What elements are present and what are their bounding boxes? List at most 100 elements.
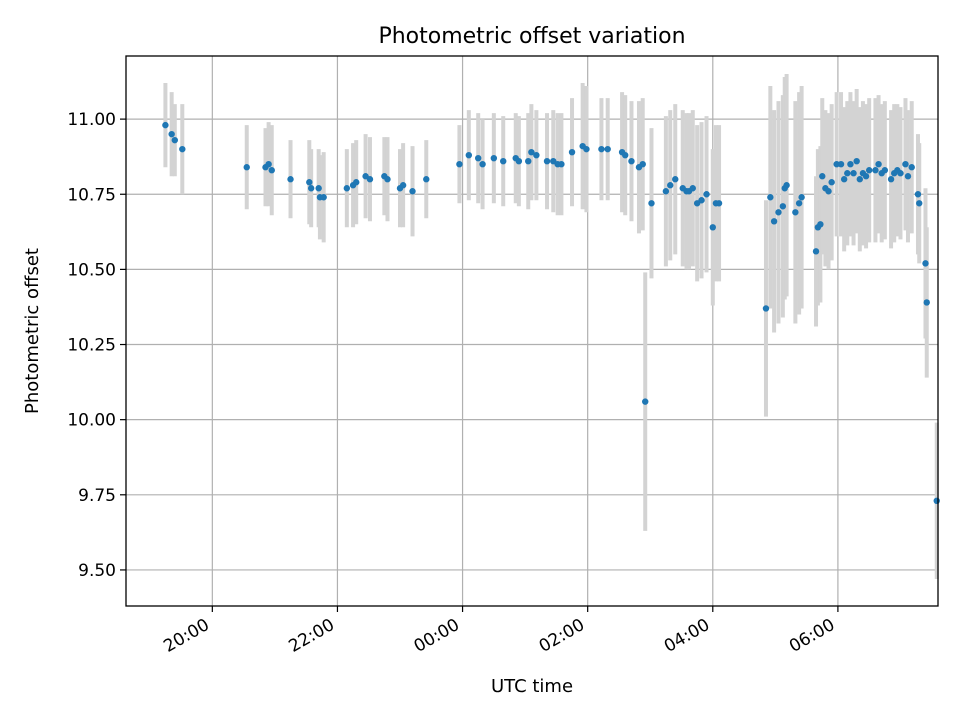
data-point [847,160,854,168]
data-point [672,176,679,183]
data-point [366,176,374,183]
data-point [904,173,912,180]
data-point [902,160,909,168]
data-point [762,305,770,312]
data-point [179,145,186,153]
data-point [558,160,565,168]
data-point [689,185,696,192]
data-point [353,179,360,186]
data-point [844,170,851,177]
data-point [490,154,498,162]
data-point [243,164,250,171]
data-point [642,398,649,405]
data-point [500,157,507,165]
data-point [828,179,835,186]
data-point [604,145,611,153]
data-point [933,497,940,505]
y-tick-label: 10.50 [67,260,116,280]
data-point [837,160,845,168]
x-axis-label: UTC time [491,676,573,697]
data-point [715,200,723,207]
data-point [525,157,532,165]
y-tick-label: 9.50 [78,561,116,581]
data-point [862,173,870,180]
data-point [840,176,848,183]
data-point [779,203,787,210]
data-point [850,170,857,177]
data-point [667,182,674,189]
data-point [798,194,805,201]
data-point [162,121,169,129]
data-point [479,160,486,168]
data-point [872,167,879,174]
chart-title: Photometric offset variation [378,24,685,49]
y-tick-label: 9.75 [78,486,116,506]
data-point [775,209,782,216]
data-point [819,173,826,180]
data-point [853,157,860,165]
data-point [287,176,294,183]
data-point [315,185,322,192]
data-point [825,188,832,195]
plot-frame [125,55,939,607]
data-point [320,194,327,201]
data-point [622,151,629,159]
data-point [897,170,904,177]
data-point [543,157,551,165]
data-point [865,167,873,174]
data-point [409,188,416,195]
data-point [307,185,315,192]
data-point [767,194,774,201]
data-point [792,209,799,216]
data-point [916,200,923,207]
data-point [384,176,391,183]
data-point [856,176,864,183]
data-point [881,167,889,174]
data-point [783,182,790,189]
data-point [465,151,473,159]
data-point [662,188,670,195]
data-point [475,154,482,162]
y-tick-label: 10.75 [67,185,116,205]
data-point [171,136,178,144]
data-point [812,248,820,255]
data-point [343,185,351,192]
data-point [168,130,175,138]
data-point [598,145,605,153]
data-point [399,182,407,189]
data-point [922,260,929,267]
data-point [306,179,313,186]
data-point [515,157,523,165]
data-point [268,167,275,174]
y-axis-label: Photometric offset [22,248,43,414]
data-point [265,160,272,168]
data-point [875,160,882,168]
data-point [795,200,803,207]
data-point [770,218,778,225]
data-point [887,176,895,183]
data-point [423,176,430,183]
data-point [908,164,915,171]
data-point [698,197,705,204]
data-point [709,224,716,231]
data-point [583,145,590,153]
data-point [639,160,646,168]
data-point [817,221,824,228]
data-points [162,121,940,505]
data-point [923,299,930,306]
y-tick-label: 10.25 [67,336,116,356]
data-point [833,160,840,168]
y-axis-ticks: 9.50 9.75 10.00 10.25 10.50 10.75 11.00 [67,110,126,581]
data-point [533,151,540,159]
data-point [568,148,576,156]
data-point [703,191,710,198]
data-point [528,148,535,156]
data-point [914,191,922,198]
y-tick-label: 10.00 [67,411,116,431]
y-tick-label: 11.00 [67,110,116,130]
data-point [628,157,635,165]
data-point [648,200,655,207]
data-point [456,160,463,168]
